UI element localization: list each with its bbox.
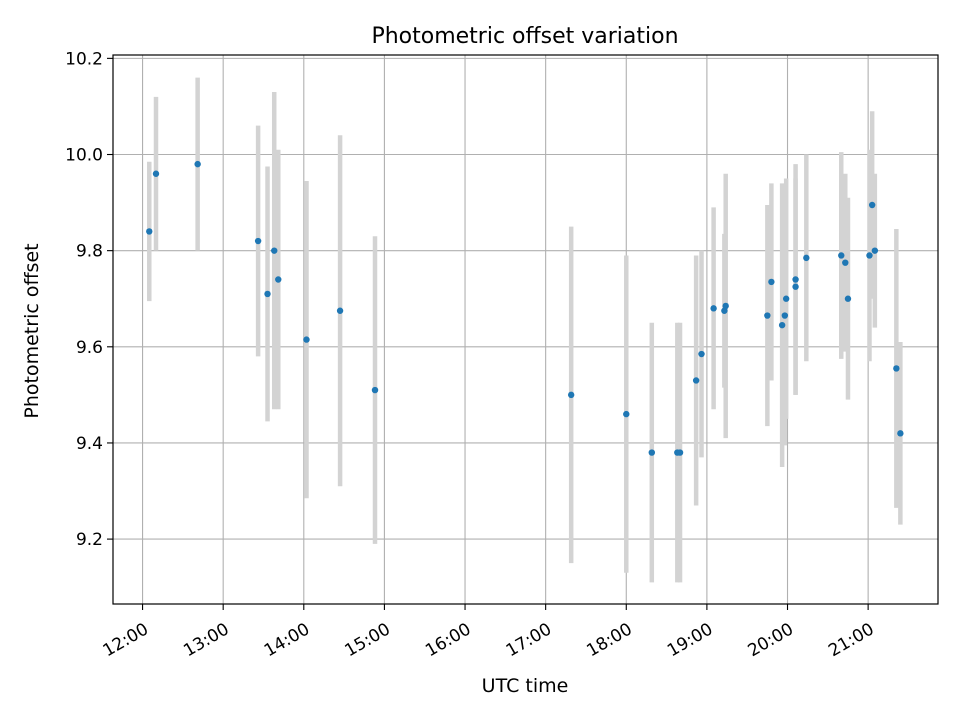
x-tick-label: 13:00 (180, 619, 232, 661)
data-point (275, 276, 282, 283)
y-tick-label: 9.6 (76, 338, 103, 358)
data-point (844, 295, 852, 302)
tick-layer: 12:00 13:00 14:00 15:00 16:00 17:00 18:00 19:00… (65, 49, 877, 661)
x-axis-label: UTC time (482, 675, 569, 697)
grid-layer (113, 55, 938, 604)
data-point (721, 307, 728, 314)
data-point (146, 228, 153, 235)
data-point (792, 276, 799, 283)
data-point (152, 170, 160, 177)
data-point (868, 201, 876, 209)
data-point (792, 283, 799, 290)
x-tick-label: 19:00 (664, 619, 716, 661)
y-axis-label: Photometric offset (21, 243, 43, 418)
x-tick-label: 20:00 (745, 619, 797, 661)
data-point (722, 302, 729, 310)
x-tick-label: 12:00 (100, 619, 152, 661)
x-tick-label: 16:00 (422, 619, 474, 661)
data-point (768, 278, 775, 286)
data-point (710, 305, 717, 312)
data-point (264, 290, 271, 298)
data-point (194, 160, 201, 168)
data-point (698, 350, 705, 358)
y-tick-label: 10.0 (65, 146, 103, 166)
data-point (254, 237, 262, 245)
x-tick-label: 14:00 (261, 619, 313, 661)
point-layer (146, 160, 904, 456)
x-tick-label: 21:00 (825, 619, 877, 661)
data-point (803, 254, 810, 262)
data-point (897, 430, 904, 437)
plot-frame (112, 54, 939, 605)
data-point (371, 386, 379, 394)
data-point (648, 449, 656, 456)
data-point (567, 391, 575, 399)
data-point (871, 247, 879, 254)
data-point (692, 377, 700, 384)
y-tick-label: 9.8 (76, 242, 103, 262)
y-tick-label: 9.2 (76, 530, 103, 550)
data-point (838, 252, 845, 259)
data-point (623, 410, 630, 418)
data-point (781, 312, 789, 319)
y-tick-label: 9.4 (76, 434, 103, 454)
data-point (866, 252, 873, 259)
data-point (782, 295, 790, 302)
chart-title: Photometric offset variation (371, 24, 678, 49)
data-point (842, 259, 849, 266)
x-tick-label: 17:00 (503, 619, 555, 661)
x-tick-label: 18:00 (583, 619, 635, 661)
data-point (676, 449, 684, 456)
y-tick-label: 10.2 (65, 49, 103, 69)
data-point (336, 307, 344, 314)
x-tick-label: 15:00 (341, 619, 393, 661)
data-point (303, 336, 310, 343)
data-point (271, 247, 278, 254)
data-point (893, 365, 900, 372)
data-point (764, 312, 771, 319)
data-point (778, 321, 786, 329)
